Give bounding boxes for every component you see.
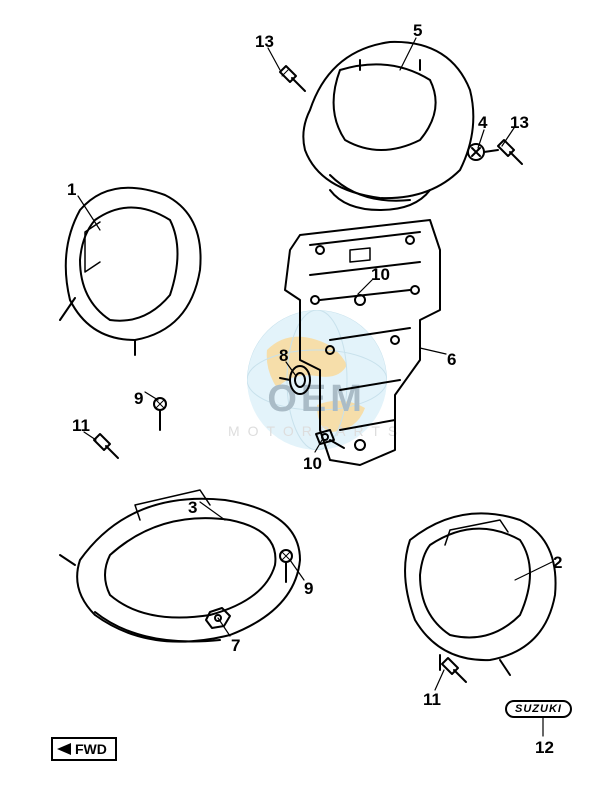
part-11b-screw: [442, 658, 466, 682]
part-9a-screw: [154, 398, 166, 430]
callout-6: 6: [447, 350, 456, 370]
parts-diagram: [0, 0, 596, 801]
part-6-bracket: [285, 220, 440, 465]
brand-emblem: SUZUKI: [505, 700, 572, 718]
callout-13a: 13: [255, 32, 274, 52]
callout-3: 3: [188, 498, 197, 518]
callout-11a: 11: [72, 416, 90, 436]
part-13b-screw: [498, 140, 522, 164]
part-10b-bolt: [316, 430, 344, 448]
part-3-lower-cowl: [60, 490, 300, 642]
part-5-meter-cover: [303, 42, 473, 210]
callout-11b: 11: [423, 690, 441, 710]
fwd-label: FWD: [75, 741, 107, 757]
callout-8: 8: [279, 346, 288, 366]
callout-2: 2: [553, 553, 562, 573]
callout-7: 7: [231, 636, 240, 656]
callout-5: 5: [413, 21, 422, 41]
callout-13b: 13: [510, 113, 529, 133]
part-4-clip: [468, 144, 498, 160]
callout-4: 4: [478, 113, 487, 133]
arrow-left-icon: [57, 743, 71, 755]
part-1-left-cowl: [60, 188, 201, 355]
callout-9a: 9: [134, 389, 143, 409]
callout-9b: 9: [304, 579, 313, 599]
callout-12: 12: [535, 738, 554, 758]
part-13a-screw: [280, 66, 305, 91]
part-9b-screw: [280, 550, 292, 582]
part-11a-screw: [94, 434, 118, 458]
leader-lines: [78, 38, 552, 736]
callout-10a: 10: [371, 265, 390, 285]
callout-1: 1: [67, 180, 76, 200]
fwd-direction-badge: FWD: [51, 737, 117, 761]
part-8-mount: [280, 366, 310, 394]
callout-10b: 10: [303, 454, 322, 474]
part-2-right-cowl: [405, 513, 556, 675]
